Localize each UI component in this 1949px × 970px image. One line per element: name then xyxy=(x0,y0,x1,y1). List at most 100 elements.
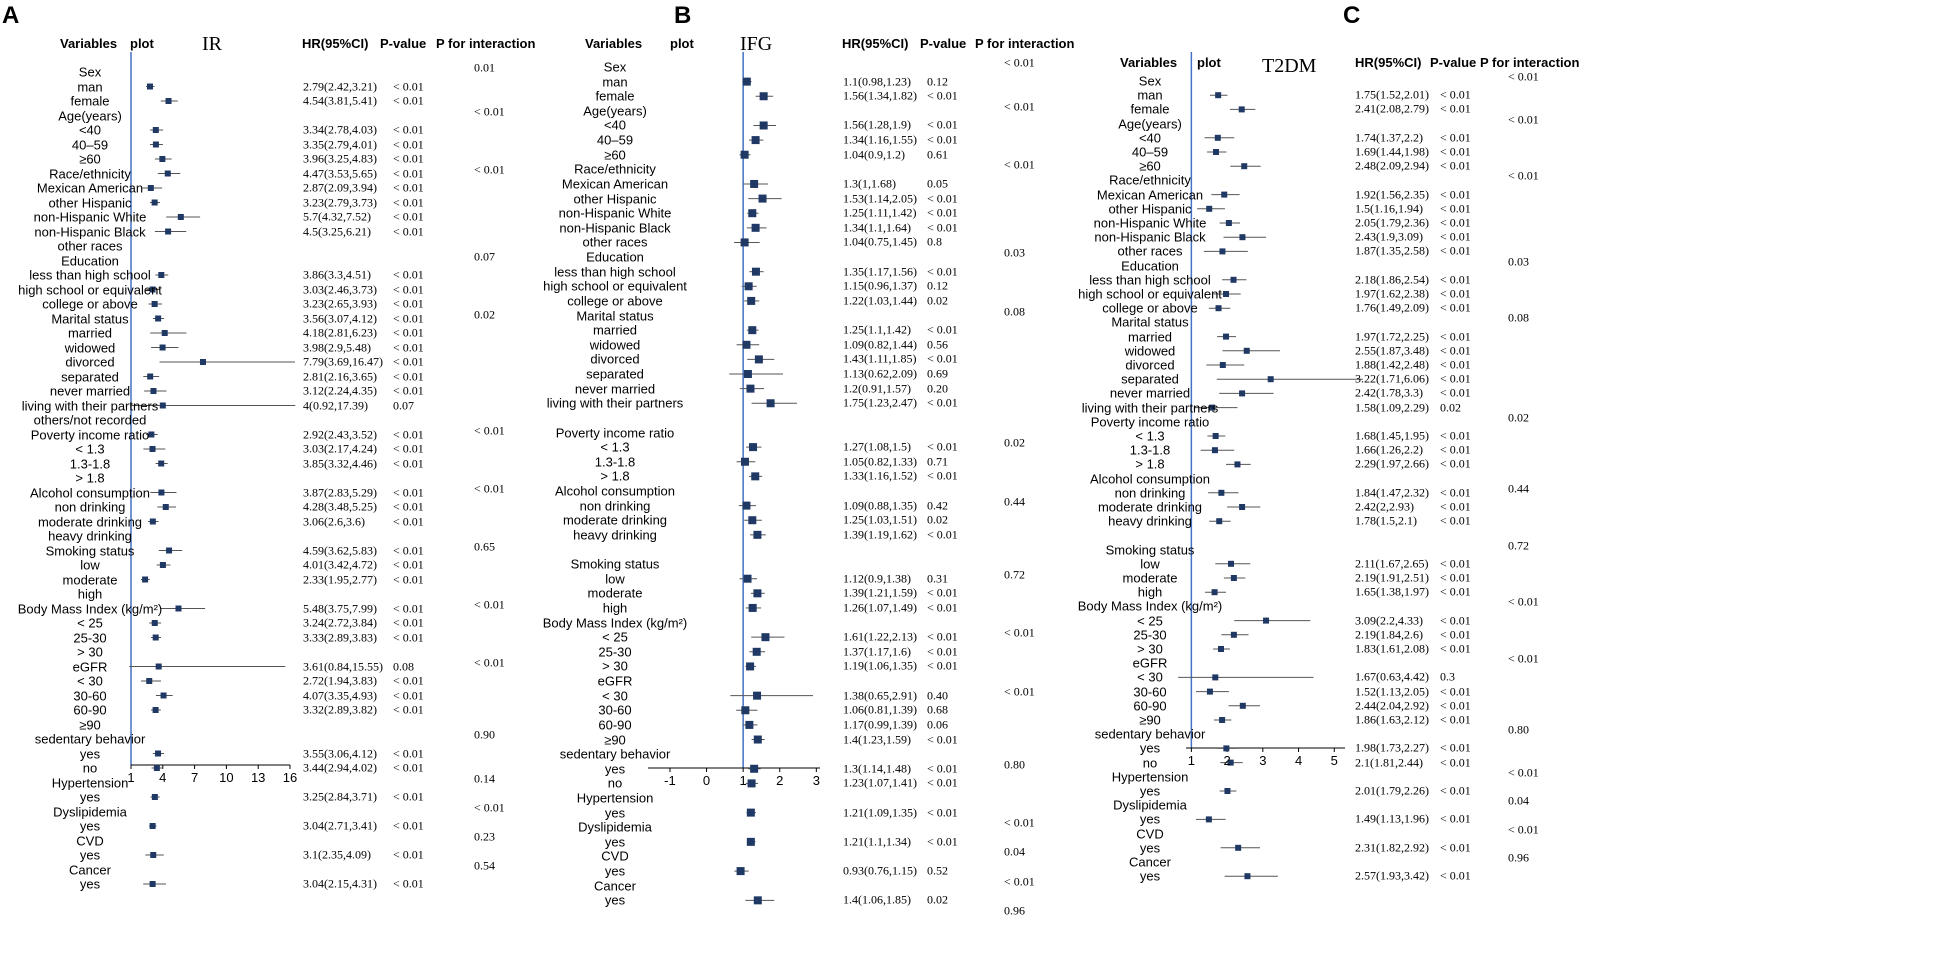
column-header-hr: HR(95%CI) xyxy=(842,36,909,51)
row-label: yes xyxy=(79,818,101,834)
row-label: Age(years) xyxy=(58,108,122,123)
hr-point-marker xyxy=(746,384,755,393)
row-label: Hypertension xyxy=(51,775,129,790)
forest-plot-area xyxy=(1178,52,1363,880)
row-label: low xyxy=(80,557,100,573)
row-label: separated xyxy=(1121,371,1179,387)
row-label: > 30 xyxy=(1137,641,1163,657)
column-header-p: P-value xyxy=(920,36,967,51)
row-label: married xyxy=(1127,329,1173,345)
row-label: yes xyxy=(79,789,101,805)
hr-ci-value: 2.29(1.97,2.66) xyxy=(1355,456,1429,471)
row-label: female xyxy=(70,93,110,109)
hr-point-marker xyxy=(155,315,162,322)
column-header-hr: HR(95%CI) xyxy=(302,36,369,51)
hr-point-marker xyxy=(1211,447,1218,454)
x-axis-tick-label: 16 xyxy=(282,770,298,785)
x-axis-tick-label: 4 xyxy=(1294,753,1303,768)
hr-ci-value: 4.18(2.81,6.23) xyxy=(303,325,377,340)
row-label: 25-30 xyxy=(598,644,632,660)
hr-point-marker xyxy=(152,127,159,133)
p-value: < 0.01 xyxy=(1440,130,1471,145)
forest-panel-ifg: B Variables plot HR(95%CI) P-value P for inte… xyxy=(543,0,1340,970)
p-value: < 0.01 xyxy=(927,585,958,600)
p-value: < 0.01 xyxy=(393,267,424,282)
p-value: < 0.01 xyxy=(1440,343,1471,358)
row-label: Smoking status xyxy=(1105,542,1195,558)
row-label: non-Hispanic Black xyxy=(1094,229,1206,245)
p-value: < 0.01 xyxy=(1440,513,1471,528)
row-label: separated xyxy=(586,366,644,382)
row-label: > 30 xyxy=(602,658,628,674)
row-label: Age(years) xyxy=(1118,116,1182,132)
hr-point-marker xyxy=(1205,816,1212,823)
hr-ci-value: 2.42(2,2.93) xyxy=(1355,499,1414,514)
hr-ci-value: 1.39(1.21,1.59) xyxy=(843,585,917,600)
row-label: eGFR xyxy=(597,673,633,689)
p-value: < 0.01 xyxy=(927,658,958,673)
hr-ci-value: 1.4(1.23,1.59) xyxy=(843,732,911,747)
column-header-variables: Variables xyxy=(585,36,643,51)
hr-point-marker xyxy=(1243,347,1250,354)
p-value: 0.3 xyxy=(1440,669,1455,684)
p-interaction-value: < 0.01 xyxy=(1508,822,1539,837)
row-label: female xyxy=(595,88,635,104)
p-interaction-value: 0.54 xyxy=(474,858,495,872)
p-value: < 0.01 xyxy=(927,395,958,410)
row-label: non drinking xyxy=(1114,485,1186,501)
hr-point-marker xyxy=(1212,433,1219,439)
row-label: other races xyxy=(57,238,123,254)
row-label: < 25 xyxy=(77,615,103,631)
column-header-pint: P for interaction xyxy=(436,36,536,51)
p-value: < 0.01 xyxy=(927,775,958,790)
hr-point-marker xyxy=(151,794,158,800)
row-label: CVD xyxy=(601,848,629,864)
hr-ci-value: 3.1(2.35,4.09) xyxy=(303,847,371,862)
hr-point-marker xyxy=(1230,631,1237,638)
p-value: < 0.01 xyxy=(1440,783,1471,798)
column-header-variables: Variables xyxy=(60,36,118,51)
row-label: Body Mass Index (kg/m²) xyxy=(1077,598,1223,614)
p-interaction-value: 0.02 xyxy=(1004,435,1025,450)
p-value: < 0.01 xyxy=(393,209,424,224)
column-header-plot: plot xyxy=(1197,55,1221,70)
p-value: 0.02 xyxy=(927,293,948,308)
row-label: yes xyxy=(1139,840,1161,856)
row-label: <40 xyxy=(603,117,627,133)
p-value: < 0.01 xyxy=(1440,243,1471,258)
hr-ci-value: 3.23(2.79,3.73) xyxy=(303,195,377,209)
row-label: never married xyxy=(1109,385,1191,401)
row-label: other Hispanic xyxy=(573,191,657,207)
row-label: > 1.8 xyxy=(600,468,630,484)
row-label: < 1.3 xyxy=(1135,428,1165,444)
hr-point-marker xyxy=(150,852,157,858)
hr-ci-value: 1.66(1.26,2.2) xyxy=(1355,442,1423,457)
hr-ci-value: 3.04(2.71,3.41) xyxy=(303,818,377,833)
x-axis-tick-label: 2 xyxy=(1223,753,1231,768)
hr-point-marker xyxy=(759,121,768,130)
p-interaction-value: < 0.01 xyxy=(1004,815,1035,830)
hr-point-marker xyxy=(1219,362,1226,368)
p-interaction-value: 0.04 xyxy=(1508,793,1529,808)
hr-ci-value: 1.97(1.72,2.25) xyxy=(1355,329,1429,344)
row-label: high school or equivalent xyxy=(18,282,162,297)
hr-point-marker xyxy=(152,634,159,641)
hr-ci-value: 1.3(1,1.68) xyxy=(843,176,896,191)
p-value: < 0.01 xyxy=(393,499,424,514)
hr-point-marker xyxy=(149,286,156,293)
hr-ci-value: 1.74(1.37,2.2) xyxy=(1355,130,1423,145)
row-label: sedentary behavior xyxy=(559,746,671,762)
hr-ci-value: 2.79(2.42,3.21) xyxy=(303,79,377,93)
row-label: Smoking status xyxy=(570,556,660,572)
row-label: non-Hispanic Black xyxy=(559,220,671,236)
p-interaction-value: < 0.01 xyxy=(1508,168,1539,183)
p-value: < 0.01 xyxy=(927,761,958,776)
row-label: yes xyxy=(1139,811,1161,827)
hr-point-marker xyxy=(748,209,757,218)
p-value: < 0.01 xyxy=(1440,385,1471,400)
row-label: <40 xyxy=(1138,130,1162,146)
p-value: < 0.01 xyxy=(1440,811,1471,826)
row-label: Poverty income ratio xyxy=(30,427,150,442)
row-label: ≥90 xyxy=(1139,712,1161,728)
hr-point-marker xyxy=(1206,688,1213,695)
